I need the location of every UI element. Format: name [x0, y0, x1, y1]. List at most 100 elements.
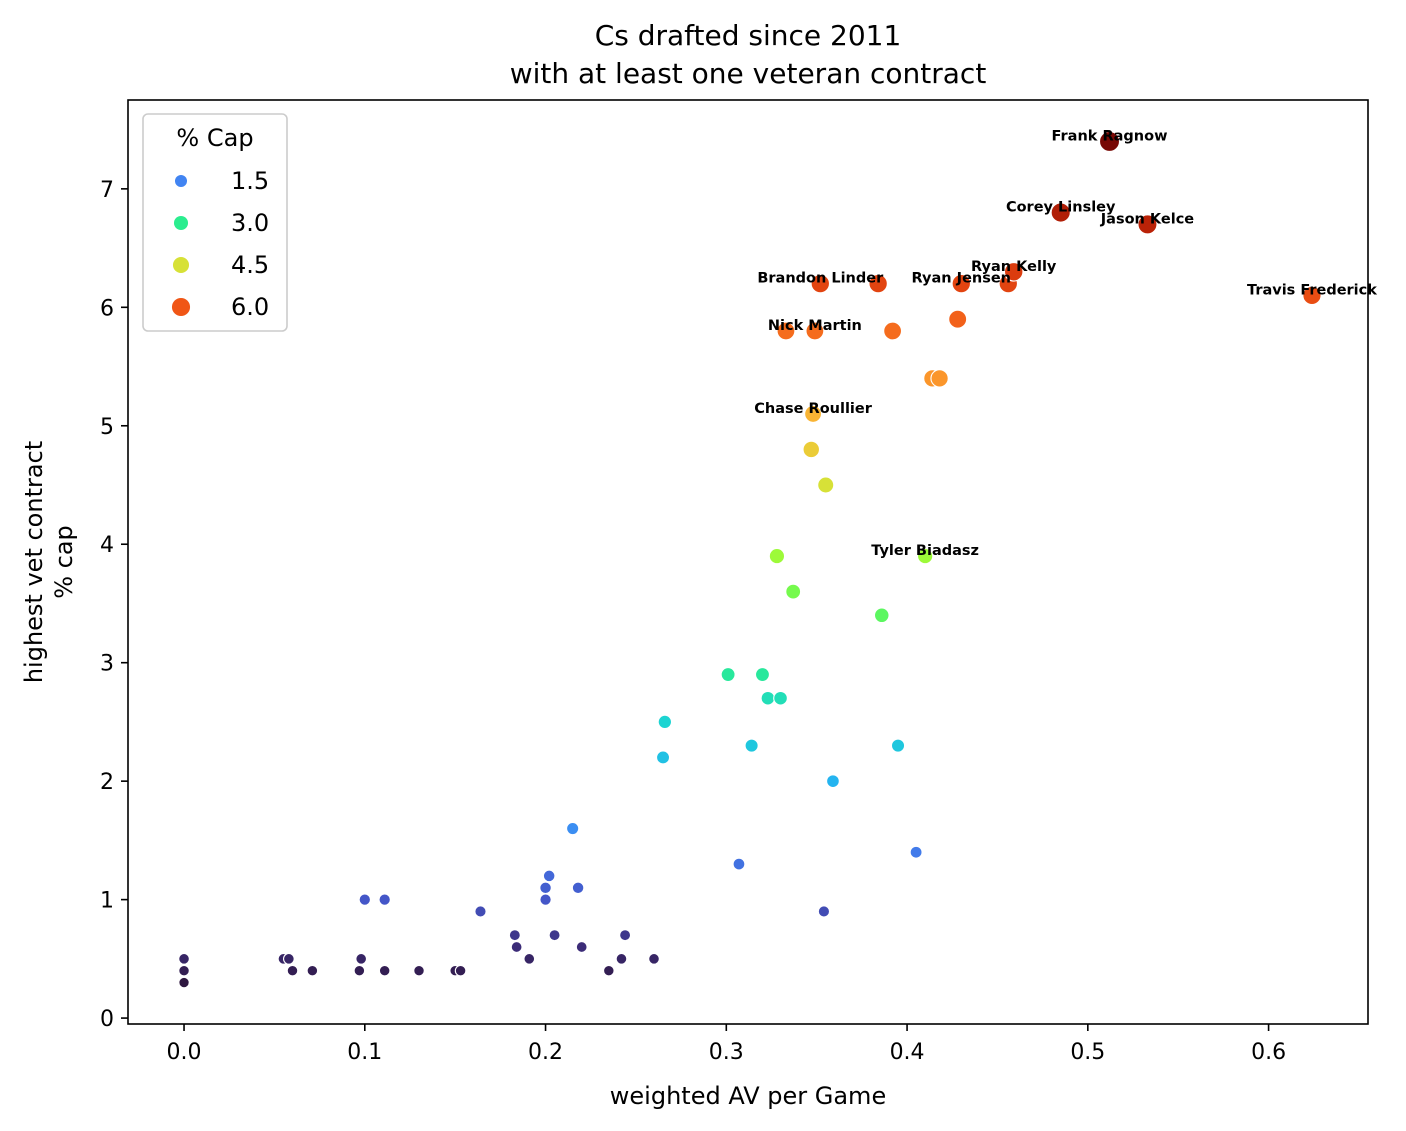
scatter-point	[817, 905, 831, 918]
scatter-point	[510, 941, 523, 953]
x-tick-label: 0.3	[709, 1040, 744, 1065]
data-points	[178, 130, 1322, 989]
scatter-point	[539, 893, 552, 906]
legend-label: 3.0	[231, 209, 269, 237]
scatter-point	[1098, 130, 1121, 153]
y-tick-label: 0	[100, 1007, 114, 1032]
plot-area	[128, 100, 1368, 1024]
scatter-point	[575, 941, 588, 953]
scatter-point	[754, 667, 770, 683]
y-tick-label: 3	[100, 652, 114, 677]
legend: % Cap 1.5 3.0 4.5 6.0	[142, 113, 288, 332]
scatter-point	[548, 929, 561, 942]
x-tick-label: 0.0	[167, 1040, 202, 1065]
scatter-point	[916, 547, 934, 565]
scatter-point	[523, 952, 536, 965]
scatter-point	[826, 774, 840, 789]
scatter-point	[720, 667, 736, 683]
scatter-point	[615, 952, 628, 965]
scatter-point	[868, 273, 888, 294]
legend-title: % Cap	[176, 124, 253, 152]
scatter-point	[744, 738, 759, 753]
chart-title-line-1: Cs drafted since 2011	[595, 19, 902, 52]
legend-marker	[172, 256, 190, 274]
plot-frame	[127, 99, 1369, 1025]
legend-label: 6.0	[231, 293, 269, 321]
point-annotation: Chase Roullier	[754, 401, 872, 417]
y-tick-label: 4	[100, 533, 114, 558]
scatter-point	[508, 929, 521, 942]
scatter-point	[178, 976, 190, 989]
scatter-point	[306, 964, 319, 977]
scatter-point	[571, 881, 585, 895]
scatter-point	[776, 321, 796, 341]
scatter-point	[539, 881, 552, 895]
point-annotation: Travis Frederick	[1247, 282, 1377, 298]
x-tick-label: 0.1	[347, 1040, 382, 1065]
scatter-point	[890, 738, 906, 753]
scatter-point	[378, 964, 391, 977]
scatter-point	[802, 440, 821, 459]
y-axis-ticks: 0 1 2 3 4 5 6 7	[100, 178, 128, 1032]
scatter-point	[474, 905, 487, 918]
point-annotations: Chase Roullier Nick Martin Brandon Linder T…	[754, 128, 1377, 559]
scatter-point	[1003, 261, 1024, 282]
scatter-point	[883, 321, 903, 341]
legend-marker	[173, 215, 189, 231]
scatter-point	[358, 893, 372, 906]
y-tick-label: 2	[100, 770, 114, 795]
scatter-point	[909, 845, 923, 859]
point-annotation: Tyler Biadasz	[871, 543, 979, 559]
scatter-point	[355, 952, 368, 965]
scatter-point	[948, 309, 968, 329]
y-tick-label: 7	[100, 178, 114, 203]
legend-entries: 1.5 3.0 4.5 6.0	[171, 167, 269, 321]
y-axis-label-line-2: % cap	[50, 525, 78, 599]
scatter-point	[760, 690, 776, 706]
scatter-point	[785, 583, 802, 600]
scatter-point	[413, 964, 425, 977]
chart-title-line-2: with at least one veteran contract	[510, 57, 987, 90]
x-tick-label: 0.6	[1251, 1040, 1286, 1065]
scatter-point	[178, 952, 190, 965]
scatter-point	[619, 929, 632, 942]
scatter-point	[873, 607, 890, 624]
scatter-point	[732, 857, 746, 871]
scatter-point	[930, 369, 949, 388]
y-tick-label: 1	[100, 889, 114, 914]
legend-label: 4.5	[231, 251, 269, 279]
scatter-point	[353, 964, 366, 977]
y-tick-label: 5	[100, 415, 114, 440]
y-axis-label-line-1: highest vet contract	[20, 441, 48, 683]
scatter-point	[566, 821, 580, 836]
y-tick-label: 6	[100, 296, 114, 321]
scatter-point	[817, 476, 835, 494]
x-axis-label: weighted AV per Game	[610, 1082, 886, 1110]
scatter-point	[648, 952, 660, 965]
scatter-point	[773, 690, 788, 706]
point-annotation: Brandon Linder	[757, 271, 884, 287]
scatter-point	[1050, 202, 1071, 223]
x-tick-label: 0.5	[1070, 1040, 1105, 1065]
scatter-point	[282, 952, 295, 965]
scatter-point	[805, 321, 825, 341]
x-tick-label: 0.4	[890, 1040, 925, 1065]
point-annotation: Frank Ragnow	[1052, 128, 1168, 144]
point-annotation: Ryan Kelly	[971, 259, 1057, 275]
legend-label: 1.5	[231, 167, 269, 195]
legend-box	[142, 113, 288, 332]
scatter-point	[768, 547, 786, 565]
legend-marker	[174, 174, 188, 188]
scatter-point	[454, 964, 467, 977]
point-annotation: Jason Kelce	[1100, 211, 1195, 227]
scatter-point	[1302, 285, 1322, 306]
scatter-point	[1137, 214, 1158, 235]
legend-marker	[171, 297, 191, 317]
scatter-point	[804, 404, 823, 423]
scatter-point	[286, 964, 299, 977]
scatter-point	[602, 964, 615, 977]
x-axis-ticks: 0.0 0.1 0.2 0.3 0.4 0.5 0.6	[167, 1024, 1286, 1065]
x-tick-label: 0.2	[528, 1040, 563, 1065]
scatter-point	[178, 964, 190, 977]
